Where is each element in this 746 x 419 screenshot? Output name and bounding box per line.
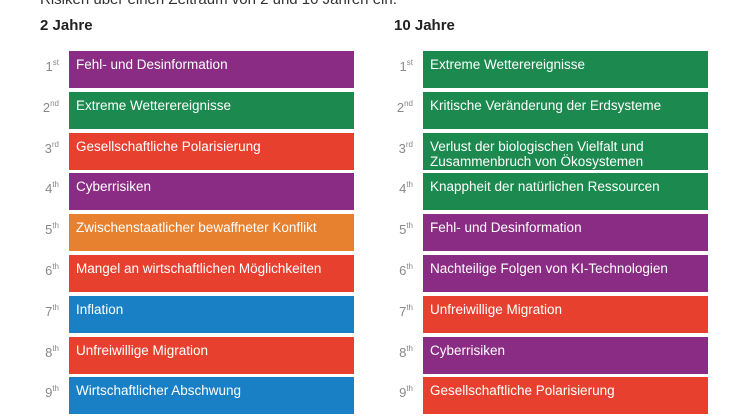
rank-number: 5	[399, 222, 407, 238]
rank: 7th	[37, 303, 59, 319]
rank-number: 1	[45, 59, 53, 74]
rank: 4th	[391, 180, 413, 196]
rank: 6th	[37, 262, 59, 278]
rank: 2nd	[391, 99, 413, 115]
rank-number: 8	[399, 344, 407, 360]
risk-box: Cyberrisiken	[423, 336, 708, 374]
rank-suffix: th	[52, 343, 59, 353]
rank: 9th	[37, 384, 59, 400]
column-title: 2 Jahre	[40, 17, 93, 34]
rank-suffix: th	[406, 262, 413, 271]
rank: 7th	[391, 303, 413, 319]
rank: 1st	[37, 58, 59, 74]
risk-box: Nachteilige Folgen von KI-Technologien	[423, 255, 708, 292]
rank-suffix: th	[406, 302, 413, 312]
rank-suffix: th	[406, 180, 413, 190]
rank-suffix: rd	[405, 139, 413, 149]
rank: 3rd	[391, 140, 413, 156]
rank-number: 7	[399, 303, 407, 319]
rank-suffix: th	[52, 384, 59, 394]
rank: 5th	[391, 221, 413, 237]
rank-suffix: th	[52, 262, 59, 271]
rank-number: 6	[399, 263, 407, 278]
rank-number: 2	[42, 99, 51, 115]
rank: 8th	[391, 344, 413, 360]
risk-box: Fehl- und Desinformation	[69, 51, 354, 88]
rank-suffix: nd	[50, 98, 59, 108]
risk-box: Extreme Wetterereignisse	[69, 91, 354, 129]
risk-box: Zwischenstaatlicher bewaffneter Konflikt	[69, 214, 354, 252]
risk-box: Verlust der biologischen Vielfalt und Zu…	[423, 132, 708, 170]
rank-suffix: th	[406, 384, 413, 394]
risk-box: Wirtschaftlicher Abschwung	[69, 377, 354, 415]
rank-suffix: th	[52, 302, 59, 312]
rank-number: 5	[45, 222, 53, 238]
rank-number: 1	[399, 59, 407, 74]
rank-number: 9	[399, 385, 407, 401]
rank-suffix: st	[52, 58, 59, 67]
risk-box: Inflation	[69, 295, 354, 333]
rank-suffix: rd	[51, 139, 59, 149]
risk-box: Extreme Wetterereignisse	[423, 51, 708, 88]
risk-box: Knappheit der natürlichen Ressourcen	[423, 173, 708, 211]
risk-box: Fehl- und Desinformation	[423, 214, 708, 252]
rank: 3rd	[37, 140, 59, 156]
risk-box: Gesellschaftliche Polarisierung	[423, 377, 708, 415]
rank-number: 6	[45, 263, 53, 278]
rank-number: 2	[396, 99, 405, 115]
rank-suffix: th	[406, 221, 413, 231]
rank: 6th	[391, 262, 413, 278]
rank-number: 3	[398, 140, 406, 156]
risk-box: Cyberrisiken	[69, 173, 354, 211]
rank-number: 9	[45, 385, 53, 401]
risk-box: Kritische Veränderung der Erdsysteme	[423, 91, 708, 129]
rank: 1st	[391, 58, 413, 74]
risk-box: Unfreiwillige Migration	[69, 336, 354, 374]
rank: 5th	[37, 221, 59, 237]
rank-suffix: th	[406, 343, 413, 353]
rank-number: 7	[45, 303, 53, 319]
rank: 8th	[37, 344, 59, 360]
rank-number: 4	[45, 181, 53, 197]
rank-suffix: th	[52, 221, 59, 231]
rank: 4th	[37, 180, 59, 196]
rank-suffix: st	[406, 58, 413, 67]
column-title: 10 Jahre	[394, 17, 455, 34]
rank-number: 8	[45, 344, 53, 360]
risk-box: Gesellschaftliche Polarisierung	[69, 132, 354, 170]
rank-suffix: nd	[404, 98, 413, 108]
risk-box: Unfreiwillige Migration	[423, 295, 708, 333]
intro-text: Risiken über einen Zeitraum von 2 und 10…	[40, 0, 397, 8]
risk-box: Mangel an wirtschaftlichen Möglichkeiten	[69, 255, 354, 292]
rank: 2nd	[37, 99, 59, 115]
rank: 9th	[391, 384, 413, 400]
rank-number: 4	[399, 181, 407, 197]
rank-number: 3	[44, 140, 52, 156]
rank-suffix: th	[52, 180, 59, 190]
